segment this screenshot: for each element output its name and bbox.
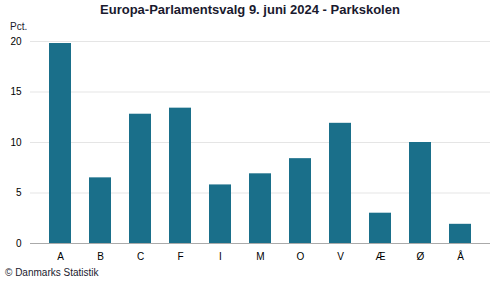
svg-text:C: C bbox=[137, 251, 144, 262]
svg-text:I: I bbox=[219, 251, 222, 262]
svg-text:F: F bbox=[177, 251, 183, 262]
svg-text:V: V bbox=[337, 251, 344, 262]
svg-text:5: 5 bbox=[16, 187, 22, 198]
svg-text:15: 15 bbox=[10, 86, 22, 97]
svg-text:B: B bbox=[97, 251, 104, 262]
svg-text:20: 20 bbox=[10, 36, 22, 47]
svg-text:M: M bbox=[256, 251, 264, 262]
svg-text:A: A bbox=[57, 251, 64, 262]
html-text:Europa-Parlamentsvalg 9. juni: Europa-Parlamentsvalg 9. juni 2024 - Par… bbox=[100, 2, 400, 17]
svg-text:Å: Å bbox=[457, 250, 464, 262]
svg-text:O: O bbox=[297, 251, 305, 262]
svg-text:0: 0 bbox=[16, 238, 22, 249]
svg-text:Æ: Æ bbox=[376, 251, 386, 262]
svg-text:10: 10 bbox=[10, 137, 22, 148]
svg-text:Ø: Ø bbox=[417, 251, 425, 262]
html-text:Pct.: Pct. bbox=[10, 21, 28, 32]
html-text:© Danmarks Statistik: © Danmarks Statistik bbox=[5, 267, 99, 278]
